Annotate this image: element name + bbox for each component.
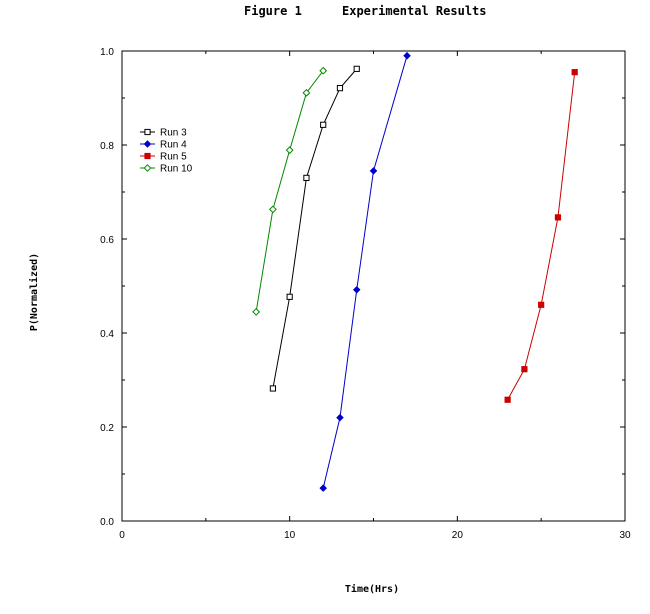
y-tick-label: 0.6 <box>100 235 114 246</box>
legend-marker <box>144 128 151 136</box>
series-line-run-5 <box>507 72 576 400</box>
data-point-run-3 <box>286 293 293 300</box>
data-point-run-4 <box>319 484 327 492</box>
data-point-run-4 <box>352 285 361 294</box>
data-point-run-5 <box>521 366 528 373</box>
legend-label: Run 4 <box>160 140 187 151</box>
data-point-run-5 <box>571 69 578 76</box>
x-axis-label: Time(Hrs) <box>345 583 399 595</box>
y-tick-label: 0.0 <box>100 517 114 528</box>
legend-label: Run 5 <box>160 152 187 163</box>
data-point-run-10 <box>285 146 294 155</box>
y-tick-label: 1.0 <box>100 47 114 58</box>
legend-marker <box>143 140 152 148</box>
x-tick-label: 0 <box>119 530 125 541</box>
series-run-4 <box>319 51 411 492</box>
legend-item-run-10: Run 10 <box>140 164 193 175</box>
legend-label: Run 10 <box>160 164 193 175</box>
data-point-run-3 <box>269 385 276 392</box>
data-point-run-4 <box>369 167 378 175</box>
y-tick-label: 0.8 <box>100 141 114 152</box>
x-tick-label: 20 <box>452 530 464 541</box>
series-line-run-10 <box>255 70 324 312</box>
legend-marker <box>144 152 151 160</box>
data-point-run-3 <box>320 121 327 128</box>
data-point-run-4 <box>403 51 411 60</box>
y-axis-label: P(Normalized) <box>28 253 40 331</box>
series-line-run-4 <box>322 55 408 489</box>
y-tick-label: 0.2 <box>100 423 114 434</box>
series-layer <box>252 51 578 492</box>
data-point-run-10 <box>252 307 261 316</box>
plot-frame <box>121 50 626 522</box>
data-point-run-10 <box>302 88 311 97</box>
data-point-run-3 <box>336 85 344 92</box>
series-run-10 <box>252 66 328 316</box>
chart-title: Figure 1 <box>244 4 302 18</box>
legend-item-run-4: Run 4 <box>140 140 187 151</box>
x-tick-label: 10 <box>284 530 296 541</box>
legend-marker <box>143 164 152 172</box>
series-run-3 <box>269 65 360 392</box>
x-tick-label: 30 <box>619 530 631 541</box>
legend-item-run-3: Run 3 <box>140 128 187 139</box>
axes: 0 10 20 30 0.0 0.2 0.4 0.6 0.8 1.0 <box>100 47 631 541</box>
data-point-run-10 <box>268 205 277 214</box>
data-point-run-4 <box>336 413 344 422</box>
data-point-run-5 <box>504 396 511 403</box>
data-point-run-3 <box>353 65 360 72</box>
legend-item-run-5: Run 5 <box>140 152 187 163</box>
data-point-run-3 <box>303 174 310 182</box>
y-tick-label: 0.4 <box>100 329 114 340</box>
data-point-run-10 <box>319 66 328 75</box>
data-point-run-5 <box>538 301 545 308</box>
chart-subtitle: Experimental Results <box>342 4 487 18</box>
data-point-run-5 <box>554 214 562 221</box>
series-line-run-3 <box>272 68 358 389</box>
series-run-5 <box>504 69 578 403</box>
legend-label: Run 3 <box>160 128 187 139</box>
